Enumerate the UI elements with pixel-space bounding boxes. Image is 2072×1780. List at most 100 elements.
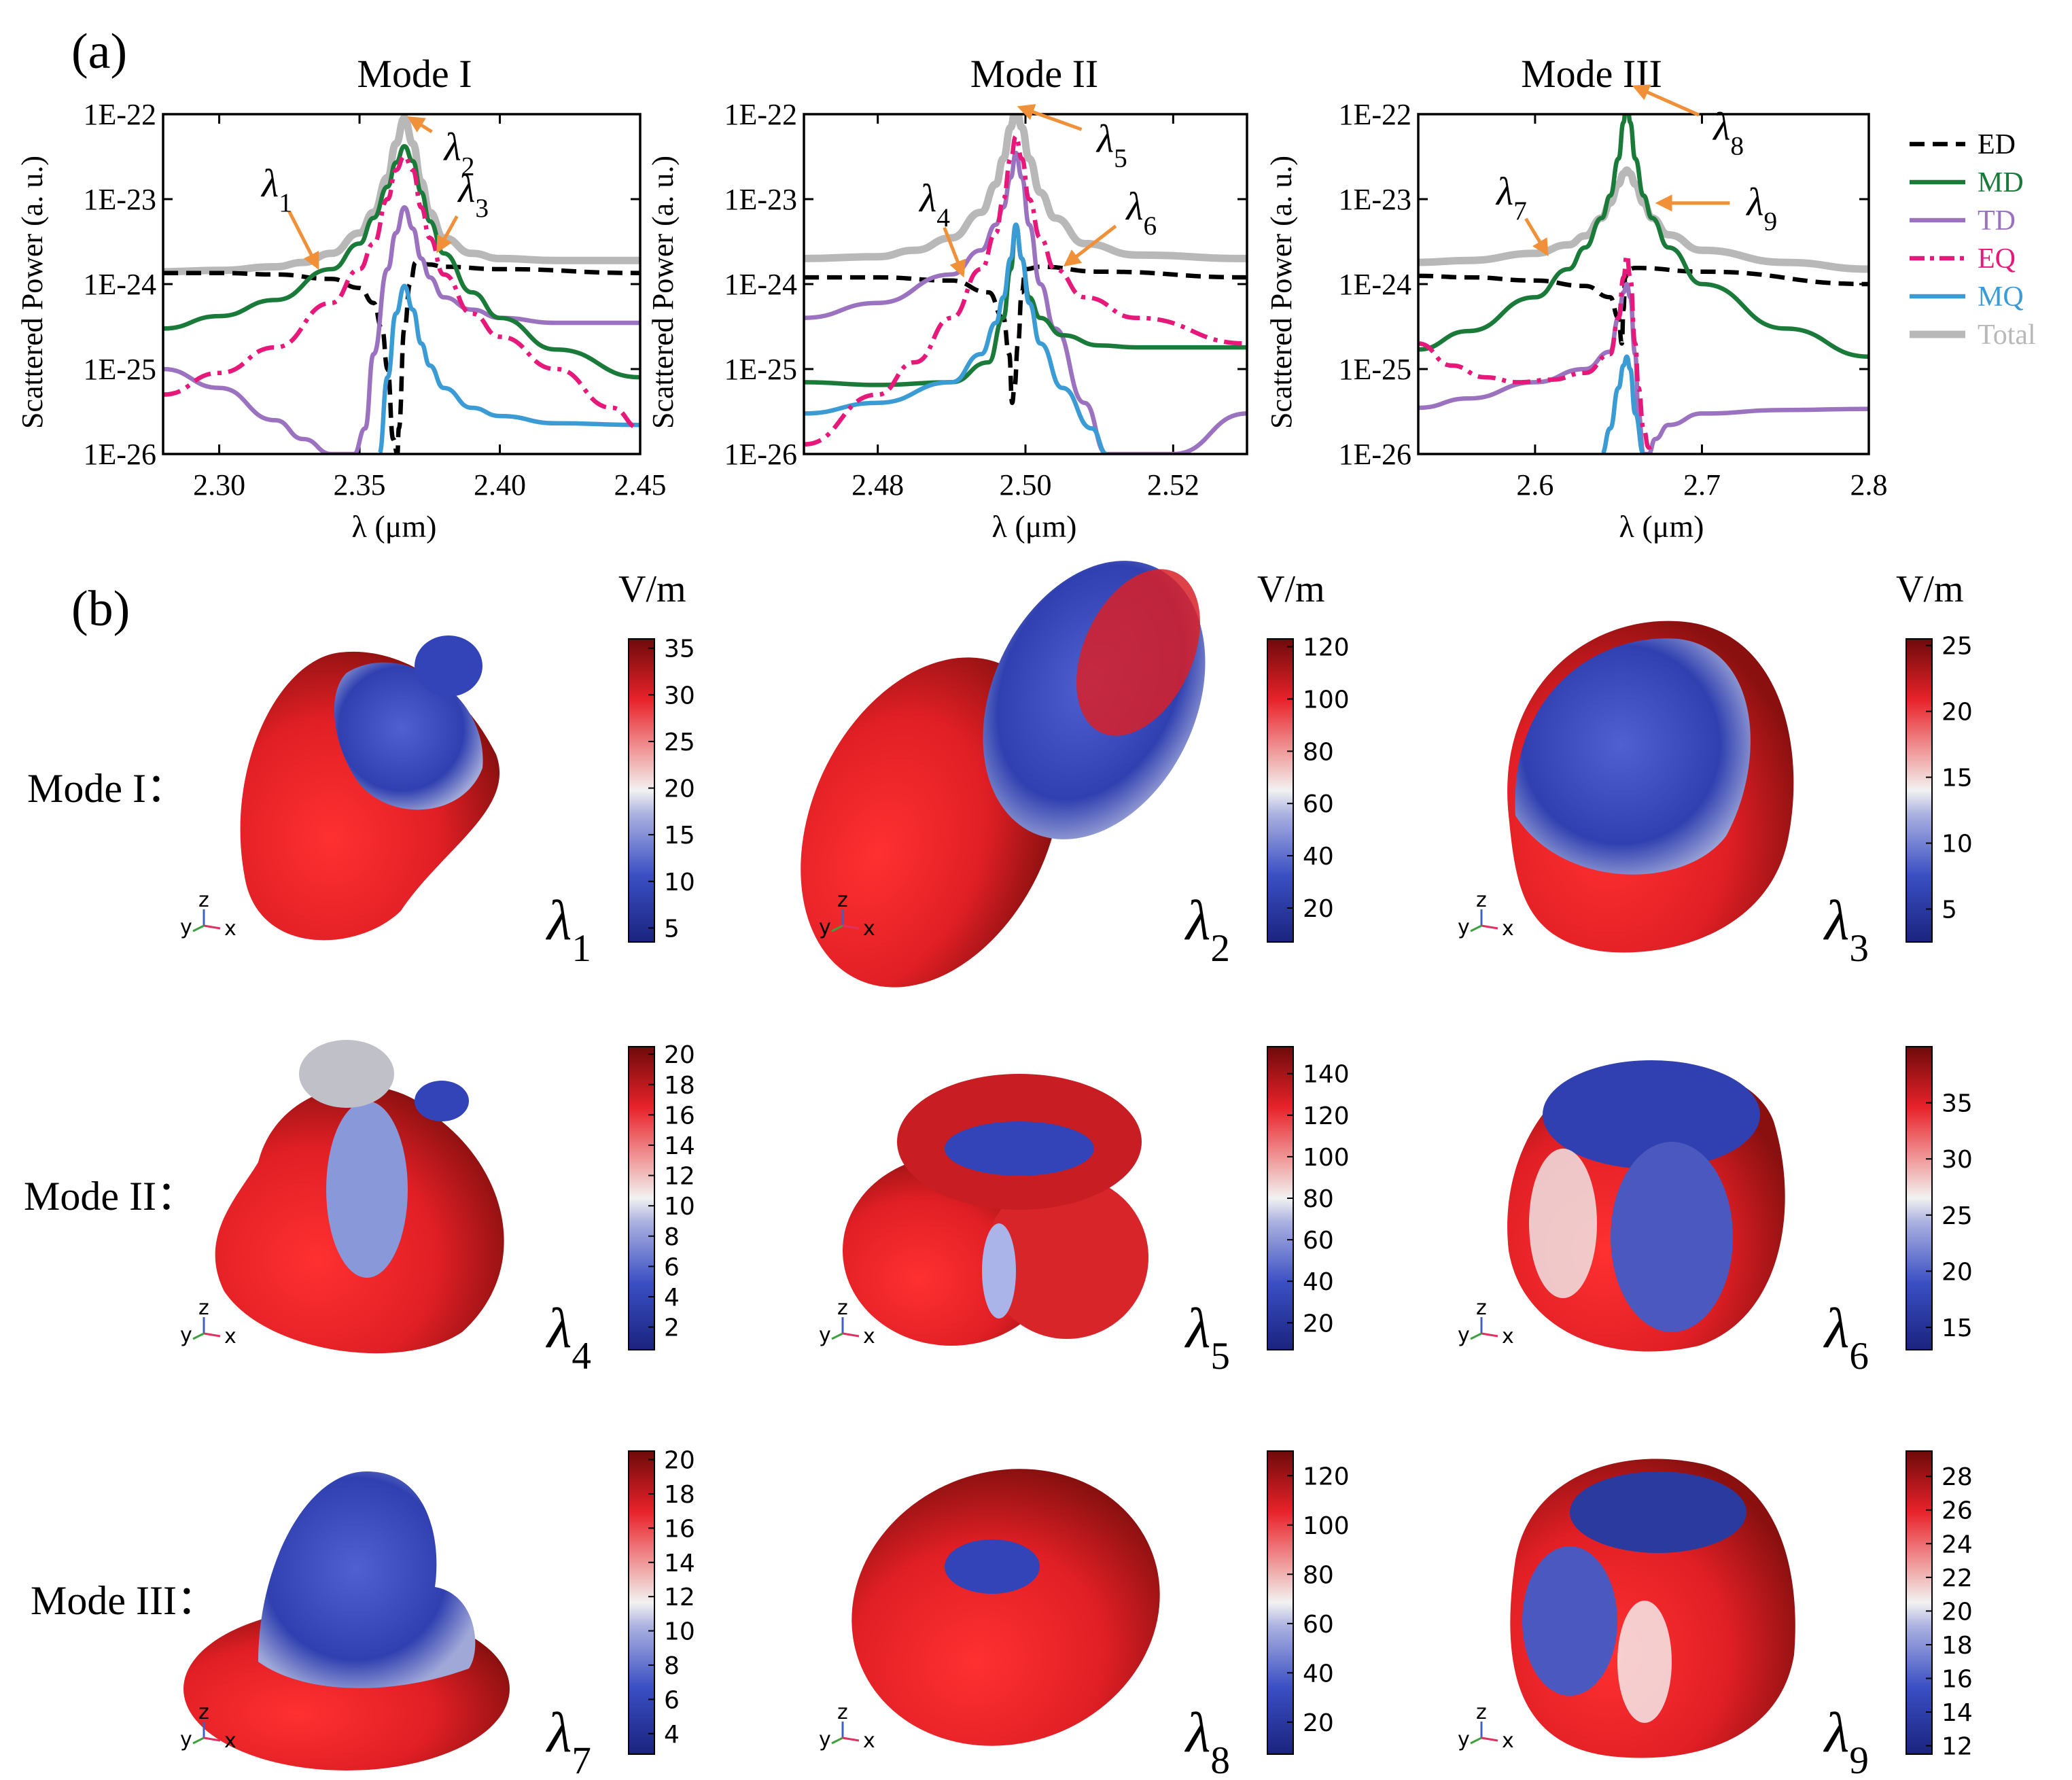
annotation-label: λ1 <box>260 161 292 217</box>
axis-triad: yzx <box>180 1296 236 1348</box>
y-tick-label: 1E-24 <box>724 268 797 301</box>
axis-triad: yzx <box>819 888 875 941</box>
field-map-cell: V/m yzx λ2 20 40 60 80 100 120 <box>801 561 1350 988</box>
annotation-label: λ2 <box>443 125 475 181</box>
colorbar-tick-label: 60 <box>1303 1227 1334 1255</box>
series-td <box>1418 281 1869 454</box>
legend: ED MD TD EQ MQ Total <box>1910 129 2036 351</box>
y-tick-label: 1E-25 <box>724 353 797 386</box>
annotation-arrow <box>1632 84 1700 117</box>
colorbar-tick-label: 5 <box>664 915 680 943</box>
colorbar-tick-label: 10 <box>664 869 695 896</box>
triad-z: z <box>1476 888 1487 912</box>
colorbar-tick-label: 10 <box>664 1618 695 1646</box>
colorbar <box>628 638 655 943</box>
colorbar-tick-label: 140 <box>1303 1061 1350 1089</box>
colorbar-tick-label: 6 <box>664 1253 680 1281</box>
y-tick-label: 1E-23 <box>724 183 797 216</box>
colorbar-tick-label: 20 <box>1942 1598 1973 1626</box>
triad-z: z <box>1476 1700 1487 1724</box>
colorbar-tick-label: 18 <box>664 1481 695 1509</box>
series-md <box>1418 114 1869 359</box>
series-total <box>804 114 1247 262</box>
axis-triad: yzx <box>819 1700 875 1753</box>
x-tick-label: 2.6 <box>1516 468 1553 502</box>
y-tick-label: 1E-25 <box>83 353 156 386</box>
triad-z: z <box>837 1296 848 1320</box>
colorbar <box>1906 1450 1933 1755</box>
annotation-label: λ3 <box>457 167 489 223</box>
field-isosurface <box>215 1040 504 1354</box>
legend-label-ed: ED <box>1978 129 2016 160</box>
colorbar-tick-label: 15 <box>664 822 695 850</box>
annotation-label: λ7 <box>1495 169 1527 226</box>
axis-triad: yzx <box>180 1700 236 1753</box>
colorbar-tick-label: 18 <box>1942 1632 1973 1660</box>
triad-x: x <box>224 917 236 941</box>
colorbar-tick-label: 30 <box>1942 1146 1973 1174</box>
series-total <box>1418 166 1869 273</box>
colorbar-tick-label: 120 <box>1303 634 1350 662</box>
x-axis-label: λ (μm) <box>992 509 1077 544</box>
triad-y: y <box>1458 1323 1470 1347</box>
triad-y: y <box>819 1728 831 1751</box>
x-tick-label: 2.40 <box>474 468 526 502</box>
y-tick-label: 1E-26 <box>724 438 797 471</box>
y-tick-label: 1E-22 <box>1338 98 1411 131</box>
colorbar-tick-label: 22 <box>1942 1565 1973 1592</box>
legend-label-mq: MQ <box>1978 281 2024 313</box>
y-tick-label: 1E-25 <box>1338 353 1411 386</box>
y-tick-label: 1E-23 <box>1338 183 1411 216</box>
colorbar-tick-label: 30 <box>664 682 695 710</box>
colorbar-tick-label: 16 <box>664 1102 695 1130</box>
y-tick-label: 1E-23 <box>83 183 156 216</box>
x-tick-label: 2.52 <box>1147 468 1199 502</box>
field-map-cell: yzx λ6 15 20 25 30 35 <box>1458 1046 1973 1378</box>
field-map-cell: yzx λ8 20 40 60 80 100 120 <box>819 1450 1350 1780</box>
colorbar-tick-label: 20 <box>664 1447 695 1475</box>
y-tick-label: 1E-22 <box>724 98 797 131</box>
colorbar-tick-label: 6 <box>664 1686 680 1714</box>
axis-triad: yzx <box>1458 1296 1514 1348</box>
series-md <box>163 143 640 380</box>
series-ed <box>1418 265 1869 346</box>
x-tick-label: 2.7 <box>1683 468 1721 502</box>
series-mq <box>1599 354 1646 454</box>
annotation-arrow <box>287 210 319 270</box>
colorbar-tick-label: 25 <box>1942 1202 1973 1230</box>
colorbar <box>628 1046 655 1350</box>
colorbar-tick-label: 100 <box>1303 1144 1350 1172</box>
field-isosurface <box>240 635 500 941</box>
lambda-label: λ2 <box>1184 889 1230 970</box>
x-tick-label: 2.35 <box>334 468 386 502</box>
plot-frame <box>1417 113 1870 455</box>
colorbar-tick-label: 20 <box>1942 1258 1973 1286</box>
triad-z: z <box>198 888 209 912</box>
x-tick-label: 2.48 <box>851 468 904 502</box>
colorbar-tick-label: 16 <box>664 1515 695 1543</box>
colorbar-tick-label: 20 <box>664 775 695 803</box>
lambda-label: λ3 <box>1823 889 1869 970</box>
axis-triad: yzx <box>1458 888 1514 941</box>
series-eq <box>804 134 1247 447</box>
triad-y: y <box>1458 915 1470 939</box>
x-tick-label: 2.8 <box>1850 468 1888 502</box>
colorbar-tick-label: 5 <box>1942 896 1957 924</box>
colorbar-tick-label: 120 <box>1303 1102 1350 1130</box>
colorbar-tick-label: 14 <box>1942 1699 1973 1727</box>
chart-title: Mode II <box>970 52 1098 96</box>
triad-x: x <box>863 1729 875 1753</box>
triad-z: z <box>837 888 848 912</box>
colorbar-tick-label: 24 <box>1942 1531 1973 1558</box>
series-eq <box>163 154 640 431</box>
colorbar-tick-label: 12 <box>664 1163 695 1191</box>
mode-label: Mode II： <box>24 1174 197 1219</box>
series-td <box>163 205 640 454</box>
triad-x: x <box>1502 1729 1514 1753</box>
colorbar-tick-label: 20 <box>1942 699 1973 727</box>
colorbar <box>1267 638 1294 943</box>
triad-x: x <box>224 1325 236 1348</box>
colorbar-tick-label: 20 <box>1303 1709 1334 1737</box>
annotation-arrow <box>407 116 433 133</box>
